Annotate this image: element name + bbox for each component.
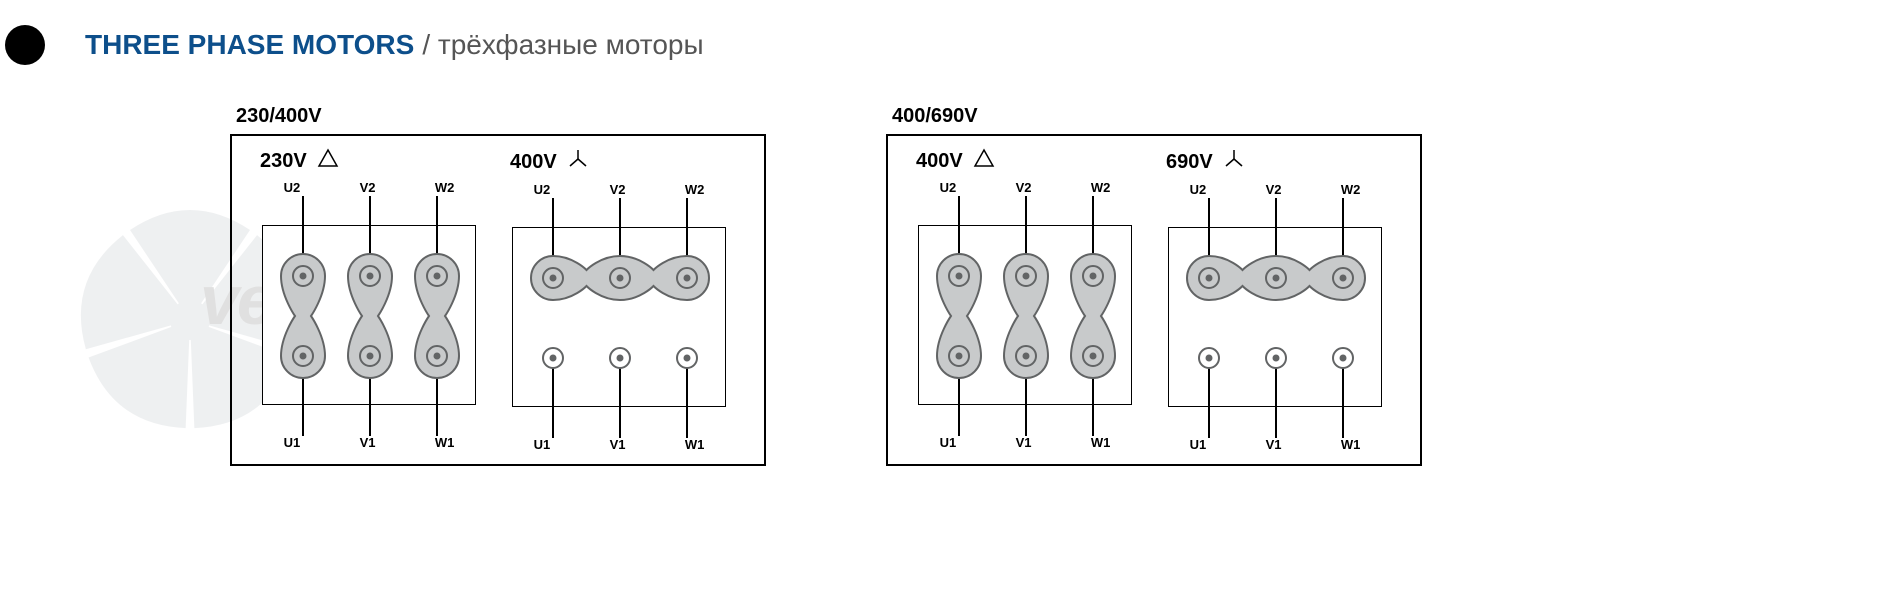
terminal-label: W2 bbox=[1341, 182, 1361, 197]
panel-top-label: 400/690V bbox=[892, 105, 1422, 128]
terminal-box bbox=[262, 225, 476, 405]
terminal-label: U1 bbox=[284, 435, 301, 450]
terminal-label: W1 bbox=[685, 437, 705, 452]
wiring-diagram: U2 V2 W2 U1 V1 W1 bbox=[504, 182, 734, 452]
terminal-label: V1 bbox=[610, 437, 626, 452]
terminal-label: U2 bbox=[940, 180, 957, 195]
panel-box: 230V U2V2W2 U1V1W1400V U bbox=[230, 134, 766, 466]
terminal-box bbox=[918, 225, 1132, 405]
star-symbol-icon bbox=[1223, 148, 1245, 176]
terminal-label: U2 bbox=[284, 180, 301, 195]
terminal-label: V2 bbox=[610, 182, 626, 197]
sub-voltage-label: 690V bbox=[1166, 151, 1213, 174]
panel-box: 400V U2V2W2 U1V1W1690V U bbox=[886, 134, 1422, 466]
terminal-label: U2 bbox=[534, 182, 551, 197]
panel-group: 400/690V 400V U2 V2 W2 U1 V1 W1 690V bbox=[886, 105, 1422, 466]
terminal-box bbox=[1168, 227, 1382, 407]
header-title: THREE PHASE MOTORS bbox=[85, 29, 414, 61]
sub-label-row: 400V bbox=[510, 148, 734, 176]
terminal-labels-bottom: U1 V1 W1 bbox=[1160, 437, 1390, 452]
terminal-labels-top: U2 V2 W2 bbox=[254, 180, 484, 195]
terminal-label: U1 bbox=[534, 437, 551, 452]
wiring-diagram: U2 V2 W2 U1 V1 W1 bbox=[254, 180, 484, 450]
sub-panel: 690V U2 V2 W2 U1 V1 W1 bbox=[1160, 148, 1390, 452]
sub-label-row: 230V bbox=[260, 148, 484, 174]
sub-label-row: 690V bbox=[1166, 148, 1390, 176]
sub-label-row: 400V bbox=[916, 148, 1140, 174]
terminal-label: U1 bbox=[1190, 437, 1207, 452]
sub-voltage-label: 400V bbox=[916, 150, 963, 173]
header-bullet-icon bbox=[5, 25, 45, 65]
terminal-labels-bottom: U1 V1 W1 bbox=[254, 435, 484, 450]
delta-symbol-icon bbox=[973, 148, 995, 174]
terminal-labels-bottom: U1 V1 W1 bbox=[504, 437, 734, 452]
terminal-label: W2 bbox=[685, 182, 705, 197]
sub-panel: 400V U2 V2 W2 U1 V1 W1 bbox=[910, 148, 1140, 452]
terminal-label: W1 bbox=[1091, 435, 1111, 450]
wiring-diagram: U2 V2 W2 U1 V1 W1 bbox=[910, 180, 1140, 450]
terminal-label: W2 bbox=[435, 180, 455, 195]
terminal-labels-top: U2 V2 W2 bbox=[1160, 182, 1390, 197]
terminal-label: W1 bbox=[1341, 437, 1361, 452]
star-symbol-icon bbox=[567, 148, 589, 176]
terminal-labels-top: U2 V2 W2 bbox=[504, 182, 734, 197]
sub-voltage-label: 400V bbox=[510, 151, 557, 174]
terminal-box bbox=[512, 227, 726, 407]
sub-panel: 400V U2 V2 W2 U1 V1 W1 bbox=[504, 148, 734, 452]
terminal-labels-top: U2 V2 W2 bbox=[910, 180, 1140, 195]
terminal-label: V2 bbox=[1016, 180, 1032, 195]
terminal-label: V1 bbox=[1016, 435, 1032, 450]
delta-symbol-icon bbox=[317, 148, 339, 174]
panel-group: 230/400V 230V U2 V2 W2 U1 V1 W1 400V bbox=[230, 105, 766, 466]
terminal-label: V1 bbox=[1266, 437, 1282, 452]
terminal-labels-bottom: U1 V1 W1 bbox=[910, 435, 1140, 450]
panel-top-label: 230/400V bbox=[236, 105, 766, 128]
terminal-label: U1 bbox=[940, 435, 957, 450]
terminal-label: V2 bbox=[1266, 182, 1282, 197]
terminal-label: V1 bbox=[360, 435, 376, 450]
terminal-label: U2 bbox=[1190, 182, 1207, 197]
page-header: THREE PHASE MOTORS / трёхфазные моторы bbox=[0, 0, 1903, 65]
terminal-label: W2 bbox=[1091, 180, 1111, 195]
terminal-label: V2 bbox=[360, 180, 376, 195]
panels-container: 230/400V 230V U2 V2 W2 U1 V1 W1 400V bbox=[0, 65, 1903, 466]
sub-voltage-label: 230V bbox=[260, 150, 307, 173]
terminal-label: W1 bbox=[435, 435, 455, 450]
header-subtitle: / трёхфазные моторы bbox=[422, 29, 703, 61]
wiring-diagram: U2 V2 W2 U1 V1 W1 bbox=[1160, 182, 1390, 452]
sub-panel: 230V U2 V2 W2 U1 V1 W1 bbox=[254, 148, 484, 452]
